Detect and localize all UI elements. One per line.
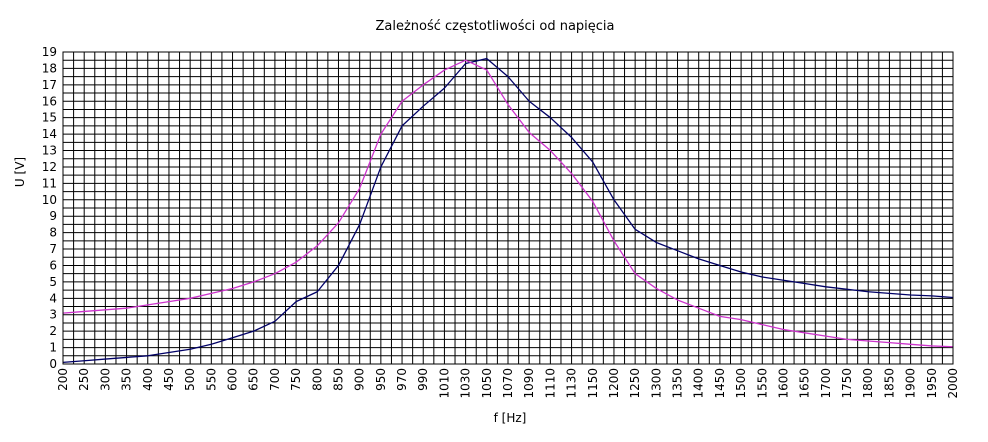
- y-tick-label: 3: [49, 308, 57, 322]
- x-tick-label: 1250: [628, 368, 642, 399]
- y-tick-label: 9: [49, 209, 57, 223]
- x-tick-label: 1500: [734, 368, 748, 399]
- x-tick-label: 400: [141, 368, 155, 391]
- x-tick-label: 300: [98, 368, 112, 391]
- x-tick-label: 990: [416, 368, 430, 391]
- x-tick-label: 1650: [798, 368, 812, 399]
- y-tick-label: 12: [42, 160, 57, 174]
- x-tick-label: 700: [268, 368, 282, 391]
- x-tick-label: 550: [204, 368, 218, 391]
- x-tick-label: 1070: [501, 368, 515, 399]
- y-tick-label: 15: [42, 111, 57, 125]
- x-tick-label: 850: [331, 368, 345, 391]
- x-tick-label: 1600: [776, 368, 790, 399]
- x-tick-label: 2000: [946, 368, 960, 399]
- x-tick-label: 1050: [480, 368, 494, 399]
- y-axis-label: U [V]: [13, 157, 27, 187]
- x-tick-label: 1400: [692, 368, 706, 399]
- chart-title: Zależność częstotliwości od napięcia: [375, 19, 614, 34]
- y-tick-label: 6: [49, 258, 57, 272]
- y-tick-label: 17: [42, 78, 57, 92]
- x-tick-label: 1030: [459, 368, 473, 399]
- x-tick-label: 1450: [713, 368, 727, 399]
- y-tick-label: 18: [42, 61, 57, 75]
- x-tick-label: 1300: [649, 368, 663, 399]
- x-tick-label: 1950: [925, 368, 939, 399]
- x-tick-label: 750: [289, 368, 303, 391]
- x-tick-label: 1800: [861, 368, 875, 399]
- x-tick-label: 1750: [840, 368, 854, 399]
- x-tick-label: 350: [120, 368, 134, 391]
- x-tick-label: 1010: [437, 368, 451, 399]
- x-tick-label: 1130: [565, 368, 579, 399]
- x-tick-label: 1850: [882, 368, 896, 399]
- x-tick-label: 800: [310, 368, 324, 391]
- y-tick-label: 13: [42, 144, 57, 158]
- x-tick-label: 650: [247, 368, 261, 391]
- y-tick-label: 19: [42, 45, 57, 59]
- y-tick-label: 1: [49, 341, 57, 355]
- y-tick-label: 16: [42, 94, 57, 108]
- x-tick-label: 950: [374, 368, 388, 391]
- y-tick-label: 14: [42, 127, 57, 141]
- x-tick-label: 1090: [522, 368, 536, 399]
- x-tick-label: 1200: [607, 368, 621, 399]
- x-tick-label: 900: [353, 368, 367, 391]
- y-tick-label: 7: [49, 242, 57, 256]
- x-tick-label: 250: [77, 368, 91, 391]
- x-tick-label: 500: [183, 368, 197, 391]
- y-tick-label: 4: [49, 291, 57, 305]
- x-tick-label: 1150: [586, 368, 600, 399]
- x-tick-label: 450: [162, 368, 176, 391]
- x-tick-label: 970: [395, 368, 409, 391]
- y-tick-label: 8: [49, 226, 57, 240]
- x-tick-label: 1550: [755, 368, 769, 399]
- x-tick-labels: 200 250 300 350 400 450 500 550 600 650 700 750 800 8…: [56, 368, 960, 399]
- x-tick-label: 200: [56, 368, 70, 391]
- grid: [63, 52, 953, 364]
- x-tick-label: 1350: [671, 368, 685, 399]
- y-tick-label: 5: [49, 275, 57, 289]
- x-tick-label: 600: [226, 368, 240, 391]
- y-tick-label: 10: [42, 193, 57, 207]
- x-tick-label: 1700: [819, 368, 833, 399]
- x-tick-label: 1900: [904, 368, 918, 399]
- x-tick-label: 1110: [543, 368, 557, 399]
- y-tick-label: 11: [42, 176, 57, 190]
- y-tick-label: 2: [49, 324, 57, 338]
- x-axis-label: f [Hz]: [494, 411, 527, 425]
